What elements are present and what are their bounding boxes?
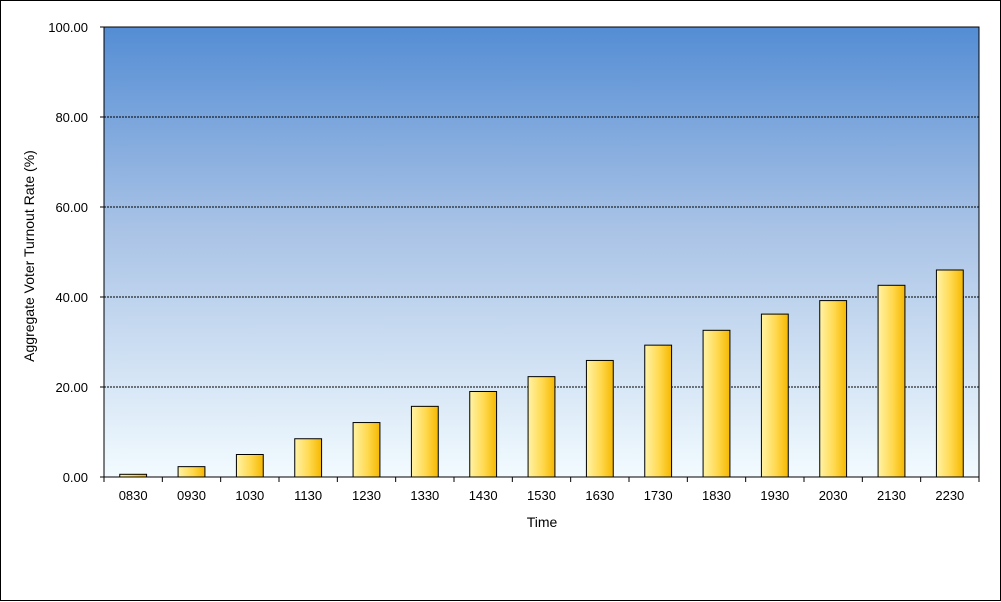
y-tick-label: 40.00 xyxy=(55,290,88,305)
x-axis-ticks: 0830 0930 1030 1130 1230 1330 1430 1530 1630 1730… xyxy=(103,477,980,503)
x-tick-label: 1030 xyxy=(235,488,264,503)
x-tick-label: 2130 xyxy=(877,488,906,503)
bars xyxy=(119,269,964,478)
bar-1630 xyxy=(585,359,614,478)
x-axis-title: Time xyxy=(527,514,558,530)
bar-1930 xyxy=(760,313,789,478)
bar-1230 xyxy=(352,422,381,478)
x-tick-label: 1430 xyxy=(469,488,498,503)
bar-0930 xyxy=(177,466,206,478)
y-tick-label: 100.00 xyxy=(48,20,88,35)
x-tick-label: 1730 xyxy=(644,488,673,503)
x-tick-label: 1230 xyxy=(352,488,381,503)
x-tick-label: 1630 xyxy=(585,488,614,503)
x-tick-label: 0930 xyxy=(177,488,206,503)
x-tick-label: 1330 xyxy=(410,488,439,503)
x-tick-label: 1830 xyxy=(702,488,731,503)
x-tick-label: 2230 xyxy=(935,488,964,503)
y-tick-label: 60.00 xyxy=(55,200,88,215)
bar-0830 xyxy=(119,473,148,478)
bar-2030 xyxy=(819,300,848,478)
bar-1430 xyxy=(469,391,498,478)
x-tick-label: 1930 xyxy=(760,488,789,503)
x-tick-label: 0830 xyxy=(119,488,148,503)
bar-2130 xyxy=(877,284,906,478)
y-tick-label: 20.00 xyxy=(55,380,88,395)
y-tick-label: 0.00 xyxy=(63,470,88,485)
y-axis-title: Aggregate Voter Turnout Rate (%) xyxy=(21,150,37,362)
y-axis-ticks: 0.00 20.00 40.00 60.00 80.00 100.00 xyxy=(48,20,104,485)
bar-2230 xyxy=(935,269,964,478)
y-tick-label: 80.00 xyxy=(55,110,88,125)
x-tick-label: 1530 xyxy=(527,488,556,503)
x-tick-label: 1130 xyxy=(294,488,322,503)
bar-1330 xyxy=(410,405,439,478)
bar-1830 xyxy=(702,329,731,478)
bar-1530 xyxy=(527,376,556,478)
bar-1030 xyxy=(235,454,264,478)
bar-1130 xyxy=(294,438,323,478)
bar-1730 xyxy=(644,344,673,478)
x-tick-label: 2030 xyxy=(819,488,848,503)
